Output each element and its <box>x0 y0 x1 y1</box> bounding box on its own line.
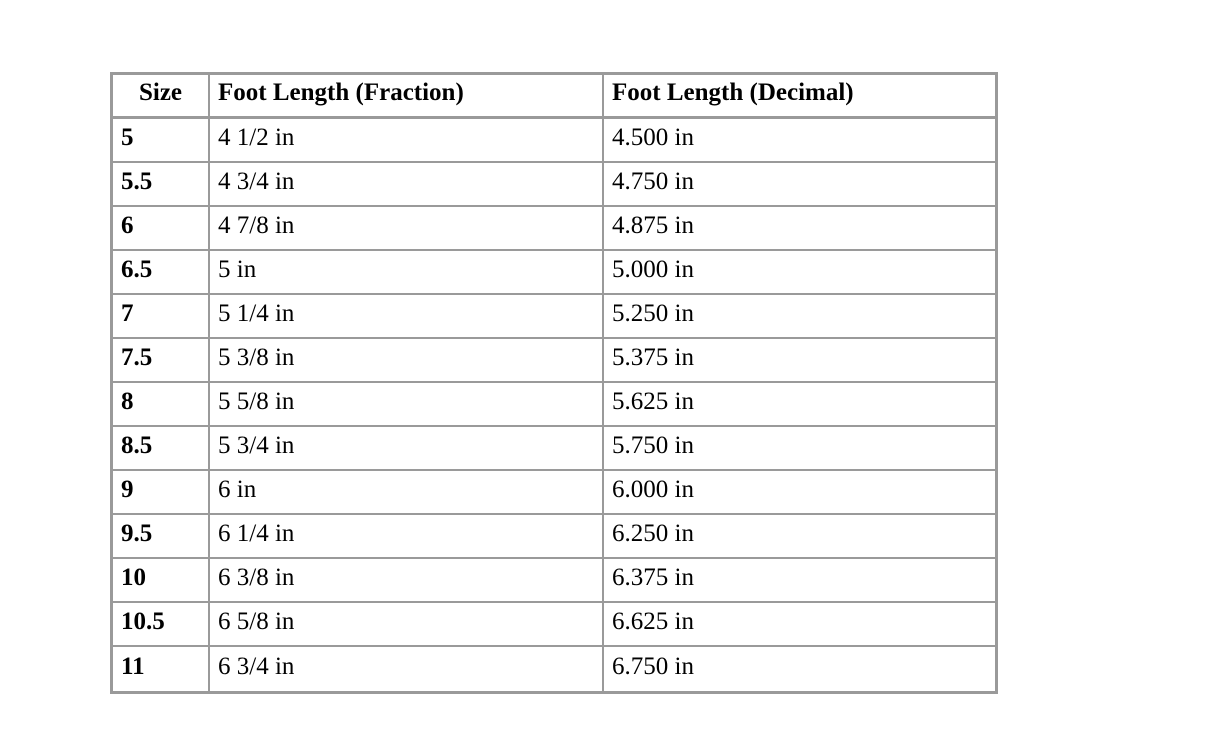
cell-foot-length-fraction: 6 3/8 in <box>210 559 604 603</box>
shoe-size-table: Size Foot Length (Fraction) Foot Length … <box>110 72 998 694</box>
cell-foot-length-fraction: 6 5/8 in <box>210 603 604 647</box>
cell-size: 9 <box>113 471 210 515</box>
size-chart-container: Size Foot Length (Fraction) Foot Length … <box>110 72 998 694</box>
cell-foot-length-fraction: 4 3/4 in <box>210 163 604 207</box>
cell-foot-length-decimal: 5.375 in <box>604 339 995 383</box>
cell-size: 9.5 <box>113 515 210 559</box>
cell-size: 6.5 <box>113 251 210 295</box>
cell-foot-length-fraction: 5 3/4 in <box>210 427 604 471</box>
cell-foot-length-decimal: 6.000 in <box>604 471 995 515</box>
cell-size: 10 <box>113 559 210 603</box>
table-row: 7.5 5 3/8 in 5.375 in <box>113 339 995 383</box>
cell-size: 5 <box>113 119 210 163</box>
table-row: 6.5 5 in 5.000 in <box>113 251 995 295</box>
table-row: 5.5 4 3/4 in 4.750 in <box>113 163 995 207</box>
cell-size: 11 <box>113 647 210 691</box>
cell-size: 8 <box>113 383 210 427</box>
cell-foot-length-fraction: 6 in <box>210 471 604 515</box>
cell-foot-length-decimal: 6.250 in <box>604 515 995 559</box>
cell-foot-length-fraction: 5 5/8 in <box>210 383 604 427</box>
cell-size: 10.5 <box>113 603 210 647</box>
cell-size: 7 <box>113 295 210 339</box>
cell-foot-length-decimal: 4.750 in <box>604 163 995 207</box>
cell-foot-length-fraction: 4 7/8 in <box>210 207 604 251</box>
cell-foot-length-fraction: 5 in <box>210 251 604 295</box>
column-header-foot-length-fraction: Foot Length (Fraction) <box>210 75 604 119</box>
cell-size: 5.5 <box>113 163 210 207</box>
cell-foot-length-decimal: 4.500 in <box>604 119 995 163</box>
table-row: 10 6 3/8 in 6.375 in <box>113 559 995 603</box>
column-header-foot-length-decimal: Foot Length (Decimal) <box>604 75 995 119</box>
table-row: 10.5 6 5/8 in 6.625 in <box>113 603 995 647</box>
table-row: 11 6 3/4 in 6.750 in <box>113 647 995 691</box>
table-row: 9.5 6 1/4 in 6.250 in <box>113 515 995 559</box>
cell-foot-length-decimal: 5.250 in <box>604 295 995 339</box>
cell-foot-length-fraction: 6 1/4 in <box>210 515 604 559</box>
cell-foot-length-decimal: 6.750 in <box>604 647 995 691</box>
cell-size: 8.5 <box>113 427 210 471</box>
cell-size: 7.5 <box>113 339 210 383</box>
cell-foot-length-decimal: 4.875 in <box>604 207 995 251</box>
cell-foot-length-fraction: 4 1/2 in <box>210 119 604 163</box>
cell-foot-length-decimal: 5.000 in <box>604 251 995 295</box>
cell-foot-length-decimal: 5.750 in <box>604 427 995 471</box>
cell-foot-length-decimal: 5.625 in <box>604 383 995 427</box>
column-header-size: Size <box>113 75 210 119</box>
cell-foot-length-fraction: 5 1/4 in <box>210 295 604 339</box>
cell-foot-length-fraction: 6 3/4 in <box>210 647 604 691</box>
table-header: Size Foot Length (Fraction) Foot Length … <box>113 75 995 119</box>
cell-foot-length-decimal: 6.375 in <box>604 559 995 603</box>
table-header-row: Size Foot Length (Fraction) Foot Length … <box>113 75 995 119</box>
table-row: 8.5 5 3/4 in 5.750 in <box>113 427 995 471</box>
cell-foot-length-decimal: 6.625 in <box>604 603 995 647</box>
cell-foot-length-fraction: 5 3/8 in <box>210 339 604 383</box>
cell-size: 6 <box>113 207 210 251</box>
